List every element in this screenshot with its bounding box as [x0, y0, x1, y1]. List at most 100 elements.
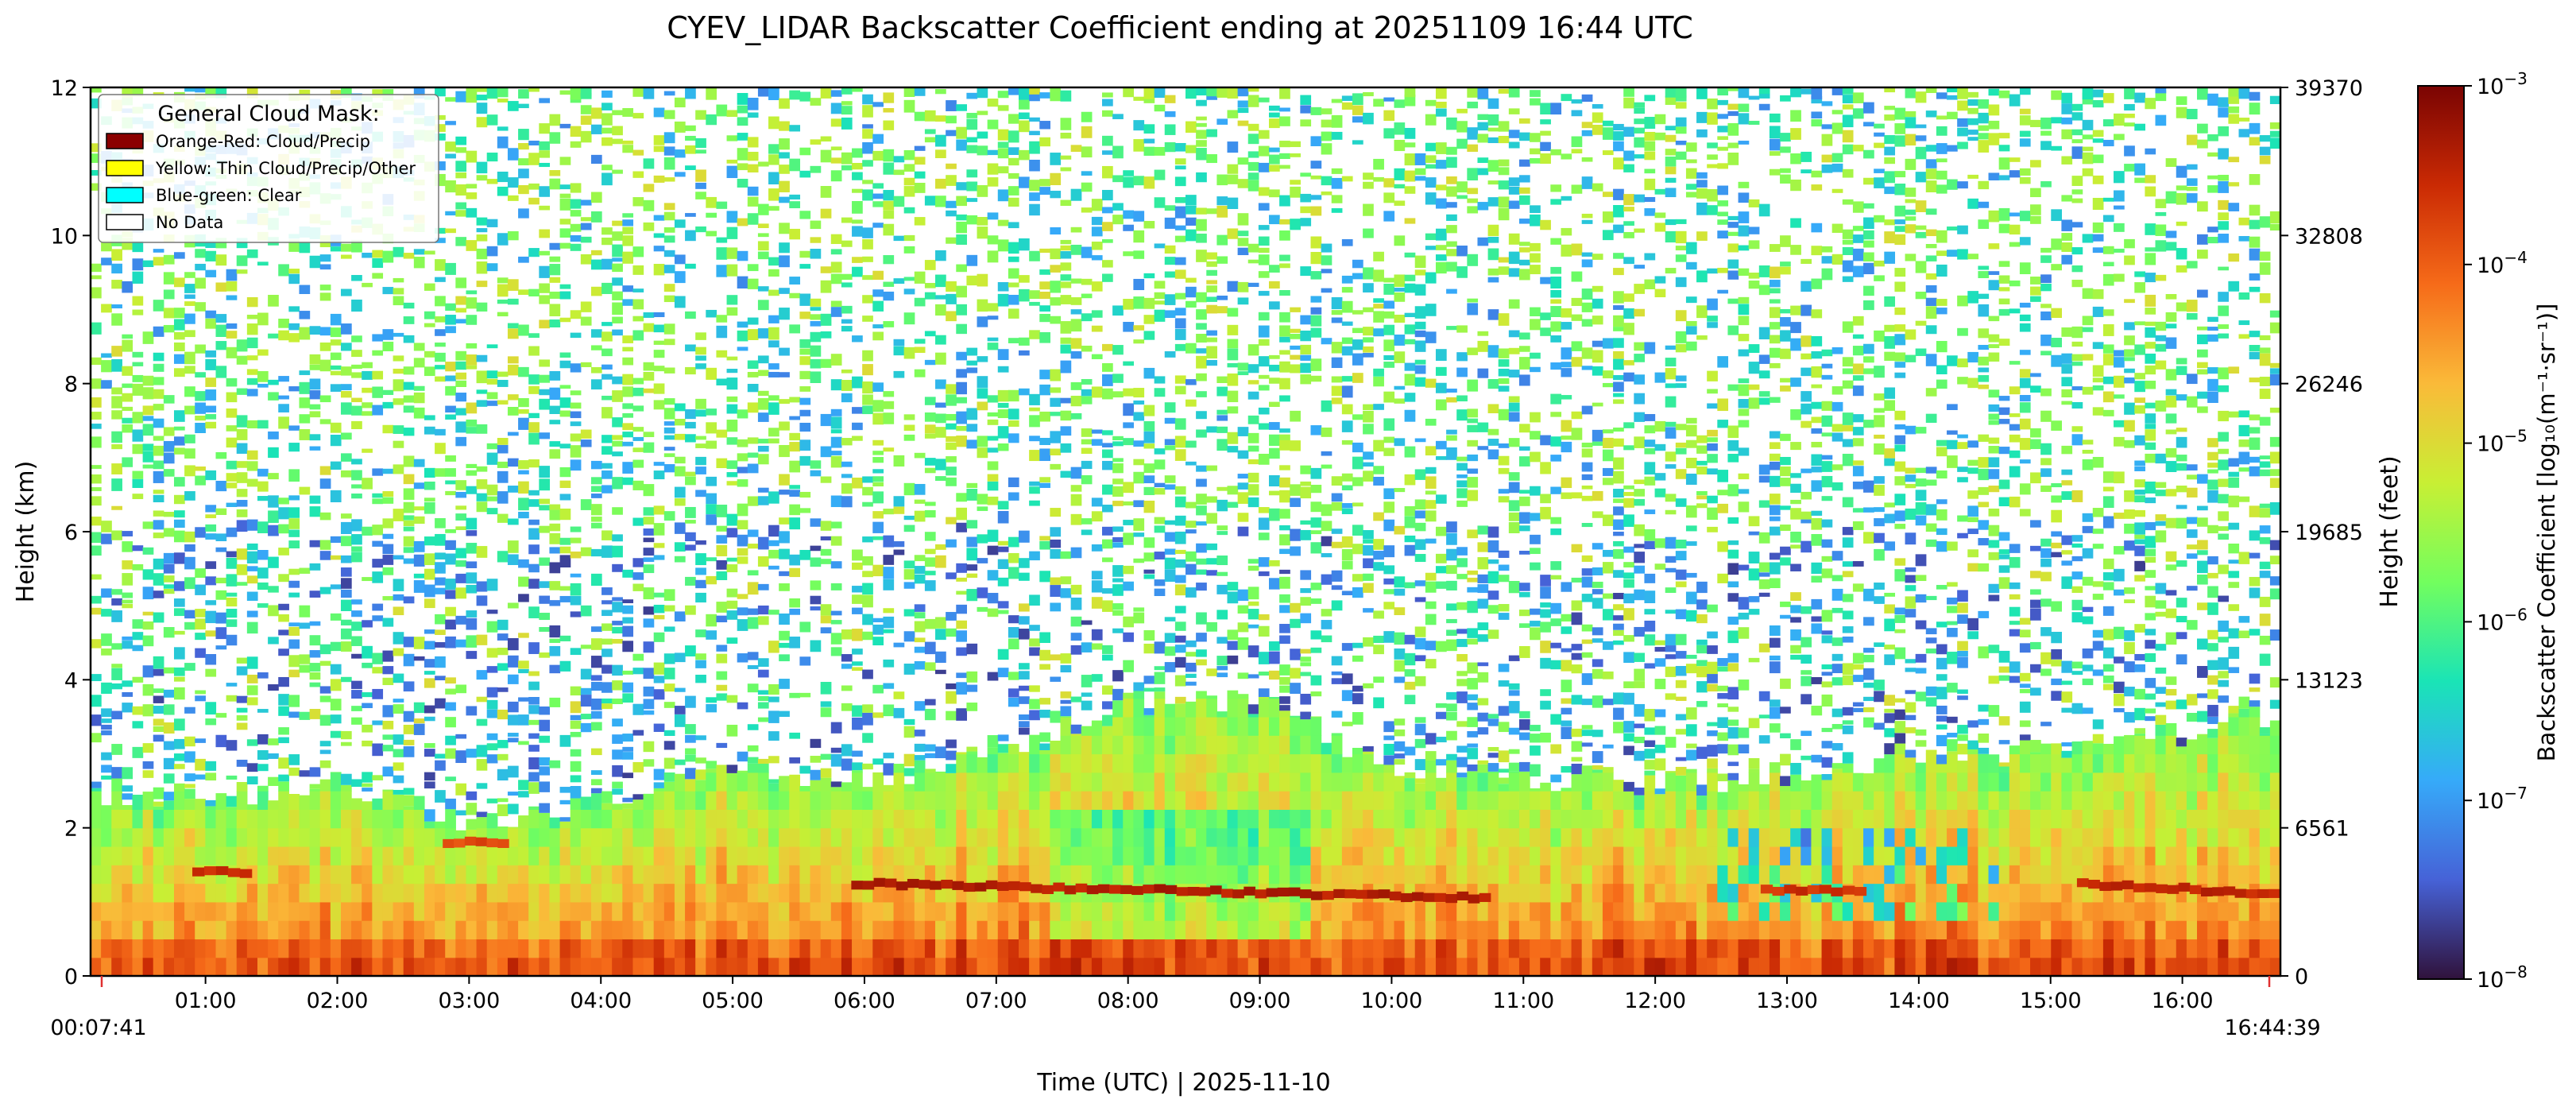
heatmap-cell	[1206, 957, 1217, 977]
heatmap-cell	[622, 693, 634, 703]
heatmap-cell	[362, 783, 373, 788]
heatmap-cell	[1186, 652, 1197, 657]
heatmap-cell	[1206, 865, 1217, 885]
heatmap-cell	[872, 772, 884, 792]
heatmap-cell	[309, 682, 321, 687]
heatmap-cell	[779, 920, 790, 940]
heatmap-cell	[549, 504, 561, 510]
heatmap-cell	[257, 370, 269, 382]
heatmap-cell	[299, 311, 311, 319]
heatmap-cell	[288, 273, 300, 285]
heatmap-cell	[1133, 939, 1145, 958]
heatmap-cell	[497, 901, 509, 921]
heatmap-cell	[466, 463, 478, 469]
heatmap-column	[695, 110, 706, 977]
heatmap-cell	[726, 901, 738, 921]
heatmap-cell	[977, 534, 988, 544]
heatmap-cell	[1039, 269, 1050, 275]
heatmap-cell	[507, 655, 519, 668]
heatmap-cell	[236, 520, 248, 532]
heatmap-cell	[1060, 118, 1072, 130]
heatmap-cell	[1039, 846, 1050, 865]
heatmap-cell	[1227, 641, 1239, 650]
heatmap-cell	[455, 883, 467, 903]
heatmap-cell	[632, 246, 644, 257]
heatmap-cell	[163, 395, 175, 404]
heatmap-cell	[914, 660, 926, 670]
heatmap-cell	[893, 235, 905, 242]
heatmap-cell	[977, 957, 988, 977]
heatmap-cell	[205, 772, 217, 781]
heatmap-cell	[403, 474, 415, 485]
heatmap-cell	[1091, 544, 1103, 552]
heatmap-cell	[1143, 463, 1155, 474]
heatmap-cell	[1112, 542, 1124, 548]
heatmap-cell	[612, 110, 623, 115]
heatmap-cell	[351, 459, 362, 465]
heatmap-cell	[632, 330, 644, 341]
heatmap-cell	[1268, 422, 1280, 430]
heatmap-column	[413, 87, 425, 977]
heatmap-cell	[1154, 691, 1166, 699]
heatmap-cell	[424, 481, 435, 490]
heatmap-cell	[612, 939, 623, 958]
heatmap-cell	[779, 308, 790, 320]
heatmap-cell	[362, 662, 373, 668]
heatmap-cell	[924, 283, 936, 288]
heatmap-cell	[101, 708, 112, 718]
heatmap-cell	[570, 809, 582, 829]
heatmap-cell	[1123, 170, 1134, 176]
heatmap-cell	[779, 288, 790, 294]
heatmap-cell	[1300, 330, 1312, 342]
heatmap-cell	[601, 113, 613, 126]
heatmap-cell	[695, 660, 706, 668]
heatmap-cell	[779, 474, 790, 486]
heatmap-cell	[476, 901, 488, 921]
heatmap-cell	[862, 583, 873, 595]
heatmap-cell	[549, 291, 561, 299]
heatmap-cell	[612, 545, 623, 558]
heatmap-cell	[1008, 809, 1019, 829]
heatmap-cell	[403, 381, 415, 390]
heatmap-cell	[1123, 565, 1134, 575]
heatmap-cell	[268, 495, 279, 508]
heatmap-cell	[914, 901, 926, 921]
heatmap-cell	[288, 754, 300, 765]
heatmap-cell	[1258, 374, 1270, 379]
heatmap-cell	[883, 108, 895, 113]
heatmap-cell	[872, 324, 884, 329]
heatmap-cell	[663, 511, 675, 521]
heatmap-cell	[768, 846, 779, 865]
heatmap-cell	[288, 425, 300, 431]
heatmap-cell	[1237, 694, 1249, 699]
heatmap-cell	[1102, 753, 1113, 773]
heatmap-cell	[362, 478, 373, 490]
heatmap-cell	[246, 920, 258, 940]
heatmap-cell	[1237, 474, 1249, 479]
heatmap-cell	[1310, 827, 1322, 847]
heatmap-cell	[466, 530, 478, 536]
heatmap-cell	[903, 312, 915, 325]
heatmap-cell	[1268, 772, 1280, 792]
heatmap-cell	[1133, 120, 1145, 131]
heatmap-cell	[1227, 432, 1239, 444]
heatmap-cell	[590, 250, 602, 256]
heatmap-cell	[1091, 242, 1103, 250]
heatmap-cell	[445, 883, 456, 903]
heatmap-cell	[1039, 710, 1050, 718]
heatmap-cell	[1227, 362, 1239, 368]
heatmap-cell	[1206, 543, 1217, 551]
heatmap-cell	[643, 222, 655, 231]
heatmap-cell	[122, 531, 133, 536]
heatmap-cell	[883, 412, 895, 424]
heatmap-cell	[1019, 388, 1030, 396]
heatmap-cell	[288, 580, 300, 588]
heatmap-cell	[914, 87, 926, 96]
heatmap-cell	[1186, 551, 1197, 562]
heatmap-cell	[768, 565, 779, 570]
heatmap-cell	[789, 90, 801, 100]
heatmap-cell	[153, 695, 164, 703]
heatmap-cell	[1279, 439, 1290, 451]
heatmap-cell	[1102, 654, 1113, 661]
heatmap-cell	[841, 939, 853, 958]
